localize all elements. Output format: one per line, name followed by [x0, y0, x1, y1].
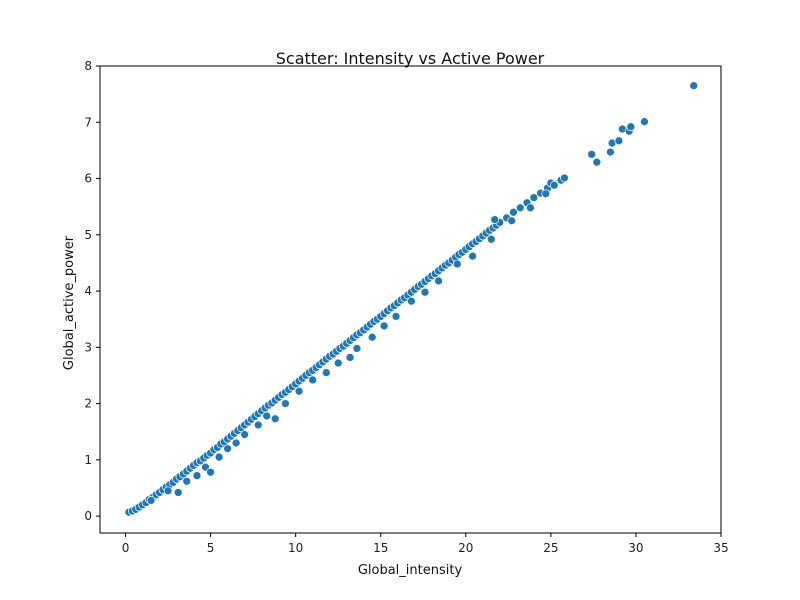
x-tick-label: 15: [373, 541, 388, 555]
scatter-point: [333, 358, 343, 368]
scatter-point: [201, 462, 210, 472]
scatter-point: [515, 203, 525, 213]
scatter-point: [452, 259, 462, 269]
scatter-point: [379, 321, 389, 331]
y-tick-label: 5: [84, 228, 92, 242]
x-tick-label: 25: [543, 541, 558, 555]
scatter-point: [606, 147, 615, 157]
y-tick-label: 1: [84, 453, 92, 467]
scatter-point: [541, 189, 551, 199]
scatter-point: [345, 353, 355, 362]
x-axis-label: Global_intensity: [358, 563, 463, 578]
scatter-point: [420, 287, 430, 297]
scatter-point: [434, 276, 443, 286]
scatter-point: [592, 157, 602, 167]
scatter-point: [281, 399, 290, 408]
scatter-point: [308, 375, 318, 385]
x-tick-label: 0: [122, 541, 130, 555]
y-tick-label: 8: [84, 59, 92, 73]
x-tick-label: 35: [713, 541, 728, 555]
scatter-point: [163, 486, 173, 496]
scatter-point: [262, 411, 272, 421]
y-tick-label: 3: [84, 340, 92, 354]
scatter-point: [192, 471, 202, 480]
scatter-point: [182, 476, 192, 486]
scatter-point: [486, 234, 496, 244]
scatter-point: [294, 386, 304, 396]
scatter-point: [640, 117, 649, 127]
y-tick-label: 4: [84, 284, 92, 298]
scatter-point: [549, 180, 559, 190]
x-tick-label: 10: [288, 541, 303, 555]
scatter-point: [367, 332, 377, 342]
scatter-point: [391, 312, 401, 321]
scatter-point: [321, 368, 331, 377]
y-tick-label: 7: [84, 115, 92, 129]
scatter-point: [689, 81, 699, 91]
x-tick-label: 30: [628, 541, 643, 555]
scatter-point: [560, 173, 569, 183]
y-tick-label: 0: [84, 509, 92, 523]
scatter-point: [223, 444, 232, 453]
scatter-point: [173, 488, 183, 497]
y-tick-label: 6: [84, 172, 92, 186]
x-tick-label: 20: [458, 541, 473, 555]
scatter-point: [407, 296, 416, 306]
scatter-point: [468, 251, 477, 261]
scatter-point: [206, 467, 215, 477]
scatter-point: [614, 136, 624, 146]
y-axis-label: Global_active_power: [62, 235, 77, 370]
scatter-point: [146, 496, 156, 505]
scatter-point: [352, 344, 362, 353]
scatter-point: [231, 438, 241, 448]
scatter-point: [529, 193, 539, 203]
scatter-point: [214, 452, 224, 462]
plot-area: [124, 81, 699, 517]
y-tick-label: 2: [84, 397, 92, 411]
scatter-point: [253, 420, 263, 430]
scatter-point: [490, 215, 500, 224]
axes-frame: [99, 65, 722, 534]
scatter-point: [507, 216, 517, 226]
scatter-point: [587, 149, 597, 159]
scatter-point: [509, 207, 518, 217]
scatter-point: [626, 122, 636, 132]
chart-title: Scatter: Intensity vs Active Power: [276, 49, 545, 68]
scatter-point: [270, 414, 280, 424]
scatter-point: [526, 203, 535, 213]
scatter-point: [240, 430, 249, 439]
x-tick-label: 5: [207, 541, 215, 555]
